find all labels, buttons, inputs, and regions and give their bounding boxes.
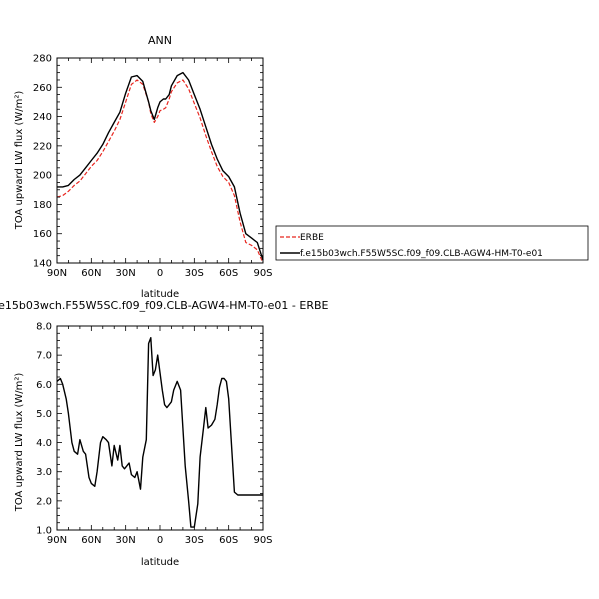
- bottom-xtick-label: 30N: [116, 535, 136, 546]
- top-series-1: [57, 71, 264, 261]
- bottom-ytick-label: 8.0: [36, 322, 52, 333]
- top-ytick-label: 260: [33, 83, 52, 94]
- bottom-xtick-label: 30S: [185, 535, 204, 546]
- legend-label-model: f.e15b03wch.F55W5SC.f09_f09.CLB-AGW4-HM-…: [300, 249, 543, 259]
- bottom-xtick-label: 60S: [219, 535, 238, 546]
- bottom-series-0: [56, 337, 263, 528]
- bottom-ytick-label: 3.0: [36, 467, 52, 478]
- legend: ERBE f.e15b03wch.F55W5SC.f09_f09.CLB-AGW…: [275, 225, 589, 261]
- top-frame: [56, 57, 264, 264]
- top-ytick-label: 200: [33, 171, 52, 182]
- top-xtick-label: 60N: [81, 268, 101, 279]
- bottom-xtick-label: 90N: [47, 535, 67, 546]
- bottom-xtick-label: 60N: [81, 535, 101, 546]
- top-ytick-label: 160: [33, 229, 52, 240]
- top-ytick-label: 220: [33, 141, 52, 152]
- top-plot-area: 90N 60N 30N 0 30S 60S 90S 140 160 180 200 220 240 260…: [33, 54, 273, 280]
- top-ylabel: TOA upward LW flux (W/m²): [14, 91, 25, 231]
- top-ytick-label: 280: [33, 54, 52, 65]
- bottom-ytick-label: 7.0: [36, 351, 52, 362]
- legend-box: [275, 225, 589, 261]
- bottom-panel: f.e15b03wch.F55W5SC.f09_f09.CLB-AGW4-HM-…: [0, 299, 329, 568]
- bottom-ylabel: TOA upward LW flux (W/m²): [14, 373, 25, 513]
- top-xtick-label: 0: [157, 268, 163, 279]
- bottom-xtick-label: 0: [157, 535, 163, 546]
- top-title: ANN: [148, 34, 172, 47]
- bottom-plot-area: 90N 60N 30N 0 30S 60S 90S 1.0 2.0 3.0 4.0 5.0 6.0 7.0…: [36, 322, 272, 547]
- bottom-ytick-label: 5.0: [36, 409, 52, 420]
- bottom-ytick-label: 4.0: [36, 438, 52, 449]
- top-xtick-label: 60S: [219, 268, 238, 279]
- bottom-xlabel: latitude: [141, 557, 179, 568]
- bottom-ytick-label: 2.0: [36, 496, 52, 507]
- top-xtick-label: 30N: [116, 268, 136, 279]
- bottom-ytick-label: 1.0: [36, 526, 52, 537]
- top-ytick-label: 140: [33, 259, 52, 270]
- bottom-frame: [56, 325, 264, 531]
- top-xtick-label: 90S: [253, 268, 272, 279]
- top-ytick-label: 240: [33, 112, 52, 123]
- legend-label-erbe: ERBE: [300, 233, 324, 243]
- top-panel: ANN 90N 60N 30N 0 30S 60S 90S 140 160 180 200 220 24…: [14, 34, 273, 300]
- bottom-title: f.e15b03wch.F55W5SC.f09_f09.CLB-AGW4-HM-…: [0, 299, 329, 312]
- bottom-ytick-label: 6.0: [36, 380, 52, 391]
- top-series-0: [56, 79, 264, 264]
- top-xtick-label: 30S: [185, 268, 204, 279]
- bottom-xtick-label: 90S: [253, 535, 272, 546]
- top-xlabel: latitude: [141, 289, 179, 300]
- top-xtick-label: 90N: [47, 268, 67, 279]
- top-ytick-label: 180: [33, 200, 52, 211]
